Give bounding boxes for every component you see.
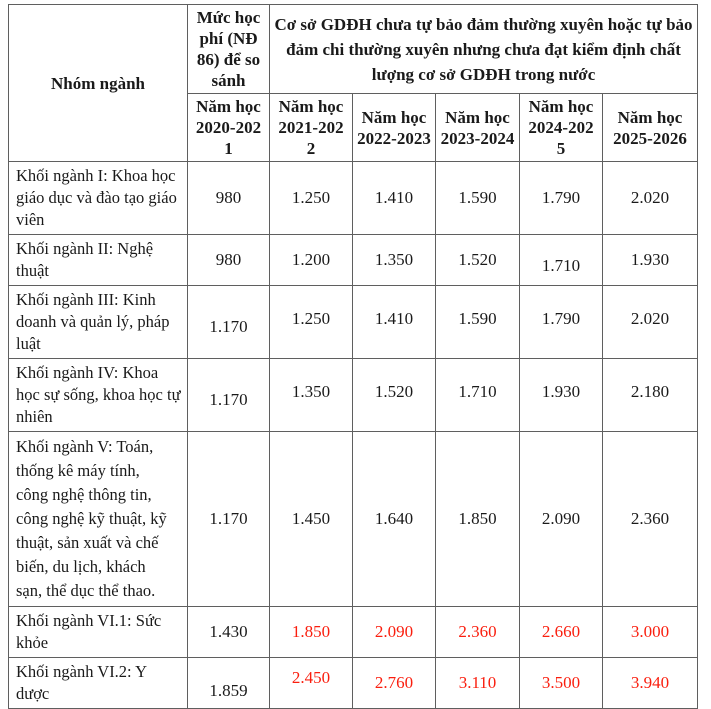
table-row: Khối ngành VI.2: Y dược 1.859 2.450 2.760 3.… <box>8 657 699 709</box>
cell-year-value: 1.790 <box>519 161 603 235</box>
cell-year-value: 1.850 <box>435 431 520 607</box>
cell-year-value: 2.450 <box>269 657 353 709</box>
cell-nd86-value: 1.859 <box>187 657 270 709</box>
header-co-so-gddh: Cơ sở GDĐH chưa tự bảo đảm thường xuyên … <box>268 4 699 94</box>
header-year-2023-2024: Năm học 2023-2024 <box>435 93 520 162</box>
cell-year-value: 2.180 <box>601 358 699 432</box>
header-year-2025-2026: Năm học 2025-2026 <box>601 93 699 162</box>
cell-year-value: 2.090 <box>352 606 436 658</box>
header-year-2021-2022: Năm học 2021-202 2 <box>269 93 353 162</box>
cell-year-value: 1.410 <box>352 285 436 359</box>
table-row: Khối ngành III: Kinh doanh và quản lý, p… <box>8 285 699 359</box>
cell-year-value: 1.640 <box>352 431 436 607</box>
cell-year-value: 1.520 <box>435 234 520 286</box>
row-label: Khối ngành VI.2: Y dược <box>8 657 188 709</box>
cell-year-value: 1.930 <box>601 234 699 286</box>
table-row: Khối ngành IV: Khoa học sự sống, khoa họ… <box>8 358 699 432</box>
cell-year-value: 1.850 <box>269 606 353 658</box>
cell-nd86-value: 980 <box>187 161 270 235</box>
row-label: Khối ngành II: Nghệ thuật <box>8 234 188 286</box>
cell-year-value: 2.660 <box>519 606 603 658</box>
cell-year-value: 1.410 <box>352 161 436 235</box>
cell-year-value: 3.500 <box>519 657 603 709</box>
cell-year-value: 3.940 <box>601 657 699 709</box>
cell-nd86-value: 1.170 <box>187 431 270 607</box>
cell-year-value: 1.710 <box>519 234 603 286</box>
header-year-row: Năm học 2020-202 1 Năm học 2021-202 2 Năm … <box>9 93 699 162</box>
tuition-fee-table: Nhóm ngành Mức học phí (NĐ 86) để so sán… <box>8 4 699 709</box>
cell-nd86-value: 1.170 <box>187 358 270 432</box>
cell-year-value: 1.250 <box>269 161 353 235</box>
cell-year-value: 1.250 <box>269 285 353 359</box>
table-row: Khối ngành V: Toán, thống kê máy tính, c… <box>8 431 699 607</box>
cell-year-value: 2.360 <box>435 606 520 658</box>
cell-year-value: 1.590 <box>435 285 520 359</box>
header-year-2024-2025: Năm học 2024-202 5 <box>519 93 603 162</box>
cell-year-value: 1.200 <box>269 234 353 286</box>
header-year-2020-2021: Năm học 2020-202 1 <box>187 93 270 162</box>
cell-year-value: 1.450 <box>269 431 353 607</box>
table-body: Khối ngành I: Khoa học giáo dục và đào t… <box>8 161 699 709</box>
cell-year-value: 1.930 <box>519 358 603 432</box>
cell-year-value: 2.020 <box>601 285 699 359</box>
cell-year-value: 1.350 <box>352 234 436 286</box>
table-row: Khối ngành VI.1: Sức khỏe 1.430 1.850 2.090… <box>8 606 699 658</box>
cell-year-value: 1.520 <box>352 358 436 432</box>
cell-year-value: 1.790 <box>519 285 603 359</box>
table-row: Khối ngành I: Khoa học giáo dục và đào t… <box>8 161 699 235</box>
row-label: Khối ngành IV: Khoa học sự sống, khoa họ… <box>8 358 188 432</box>
cell-year-value: 2.020 <box>601 161 699 235</box>
row-label: Khối ngành III: Kinh doanh và quản lý, p… <box>8 285 188 359</box>
header-year-2022-2023: Năm học 2022-2023 <box>352 93 436 162</box>
cell-year-value: 3.000 <box>601 606 699 658</box>
table-row: Khối ngành II: Nghệ thuật 980 1.200 1.350 1.… <box>8 234 699 286</box>
row-label: Khối ngành VI.1: Sức khỏe <box>8 606 188 658</box>
cell-year-value: 2.760 <box>352 657 436 709</box>
cell-nd86-value: 1.170 <box>187 285 270 359</box>
header-nhom-nganh: Nhóm ngành <box>8 4 188 162</box>
cell-year-value: 1.590 <box>435 161 520 235</box>
header-muc-hoc-phi-nd86: Mức học phí (NĐ 86) để so sánh <box>187 4 270 94</box>
row-label: Khối ngành I: Khoa học giáo dục và đào t… <box>8 161 188 235</box>
cell-year-value: 3.110 <box>435 657 520 709</box>
cell-nd86-value: 1.430 <box>187 606 270 658</box>
cell-year-value: 2.360 <box>601 431 699 607</box>
cell-nd86-value: 980 <box>187 234 270 286</box>
cell-year-value: 2.090 <box>519 431 603 607</box>
cell-year-value: 1.350 <box>269 358 353 432</box>
row-label: Khối ngành V: Toán, thống kê máy tính, c… <box>8 431 188 607</box>
cell-year-value: 1.710 <box>435 358 520 432</box>
